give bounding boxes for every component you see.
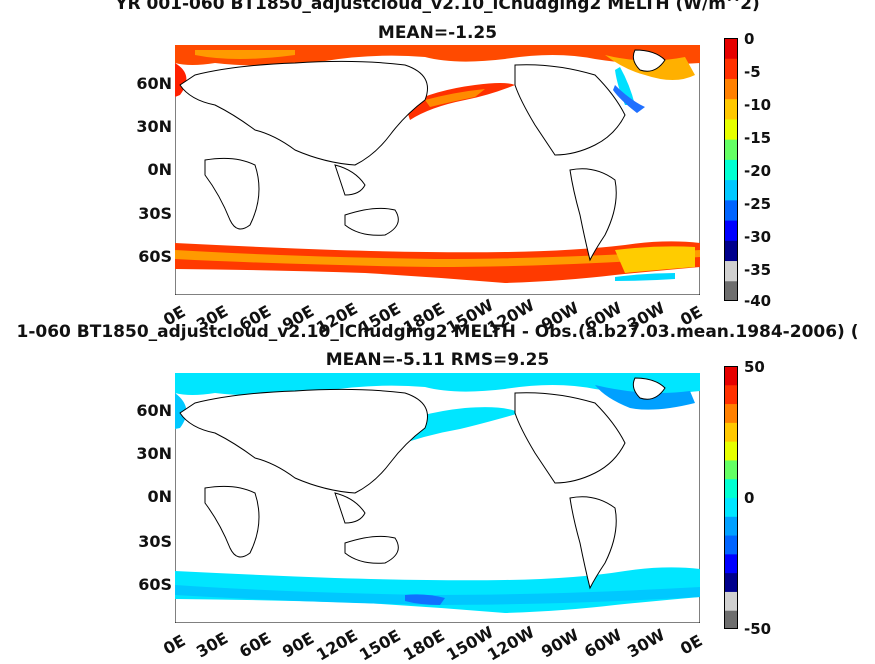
top-map	[175, 45, 700, 295]
colorbar-segment	[724, 260, 738, 282]
colorbar-segment	[724, 118, 738, 140]
bottom-xtick: 0E	[160, 630, 189, 659]
colorbar-segment	[724, 159, 738, 181]
bottom-ytick: 60S	[138, 575, 172, 594]
colorbar-segment	[724, 179, 738, 201]
colorbar-segment	[724, 366, 738, 386]
colorbar-segment	[724, 199, 738, 221]
colorbar-segment	[724, 139, 738, 160]
colorbar-segment	[724, 403, 738, 423]
colorbar-segment	[724, 459, 738, 480]
bottom-xtick: 120E	[313, 625, 361, 664]
top-cbar-tick: -35	[744, 261, 772, 279]
colorbar-segment	[724, 38, 738, 59]
colorbar-segment	[724, 98, 738, 120]
colorbar-segment	[724, 280, 738, 301]
colorbar-segment	[724, 78, 738, 100]
top-ytick: 0N	[147, 160, 172, 179]
colorbar-border	[724, 38, 738, 301]
bottom-xtick: 90E	[279, 628, 318, 662]
top-cbar-tick: -5	[744, 63, 761, 81]
bottom-xtick: 120W	[484, 622, 538, 664]
colorbar-segment	[724, 572, 738, 592]
colorbar-segment	[724, 58, 738, 79]
bottom-chart-title: 1-060 BT1850_adjustcloud_v2.10_lChudging…	[16, 322, 859, 342]
top-cbar-tick: -40	[744, 292, 772, 310]
colorbar-segment	[724, 516, 738, 536]
bottom-ytick: 30S	[138, 532, 172, 551]
bottom-xtick: 0E	[677, 630, 706, 659]
bottom-ytick: 30N	[136, 444, 172, 463]
top-cbar-tick: 0	[744, 30, 755, 48]
bottom-ytick: 60N	[136, 401, 172, 420]
top-cbar-tick: -10	[744, 96, 772, 114]
colorbar-segment	[724, 240, 738, 262]
top-ytick: 60N	[136, 74, 172, 93]
top-cbar-tick: -20	[744, 162, 772, 180]
bottom-cbar-tick: -50	[744, 620, 772, 638]
top-colorbar	[724, 38, 738, 301]
colorbar-segment	[724, 441, 738, 461]
top-ytick: 30S	[138, 204, 172, 223]
colorbar-segment	[724, 478, 738, 498]
bottom-xtick: 60E	[236, 628, 275, 662]
top-chart-title: YR 001-060 BT1850_adjustcloud_v2.10_lChu…	[115, 0, 760, 14]
colorbar-segment	[724, 384, 738, 405]
bottom-cbar-tick: 0	[744, 489, 755, 507]
colorbar-segment	[724, 610, 738, 629]
top-ytick: 60S	[138, 247, 172, 266]
colorbar-segment	[724, 422, 738, 442]
bottom-ytick: 0N	[147, 487, 172, 506]
top-cbar-tick: -30	[744, 228, 772, 246]
top-cbar-tick: -15	[744, 129, 772, 147]
colorbar-border	[724, 366, 738, 629]
colorbar-segment	[724, 553, 738, 574]
bottom-colorbar	[724, 366, 738, 629]
colorbar-segment	[724, 497, 738, 517]
bottom-cbar-tick: 50	[744, 358, 765, 376]
bottom-xtick: 150E	[356, 625, 404, 664]
bottom-chart-stats: MEAN=-5.11 RMS=9.25	[325, 350, 550, 370]
top-ytick: 30N	[136, 117, 172, 136]
top-arctic-field	[175, 45, 700, 66]
colorbar-segment	[724, 591, 738, 611]
bottom-xtick: 180E	[400, 625, 448, 664]
top-cbar-tick: -25	[744, 195, 772, 213]
bottom-xtick: 30E	[193, 628, 232, 662]
colorbar-segment	[724, 220, 738, 241]
colorbar-segment	[724, 535, 738, 555]
bottom-map	[175, 373, 700, 623]
top-chart-mean: MEAN=-1.25	[377, 23, 498, 43]
